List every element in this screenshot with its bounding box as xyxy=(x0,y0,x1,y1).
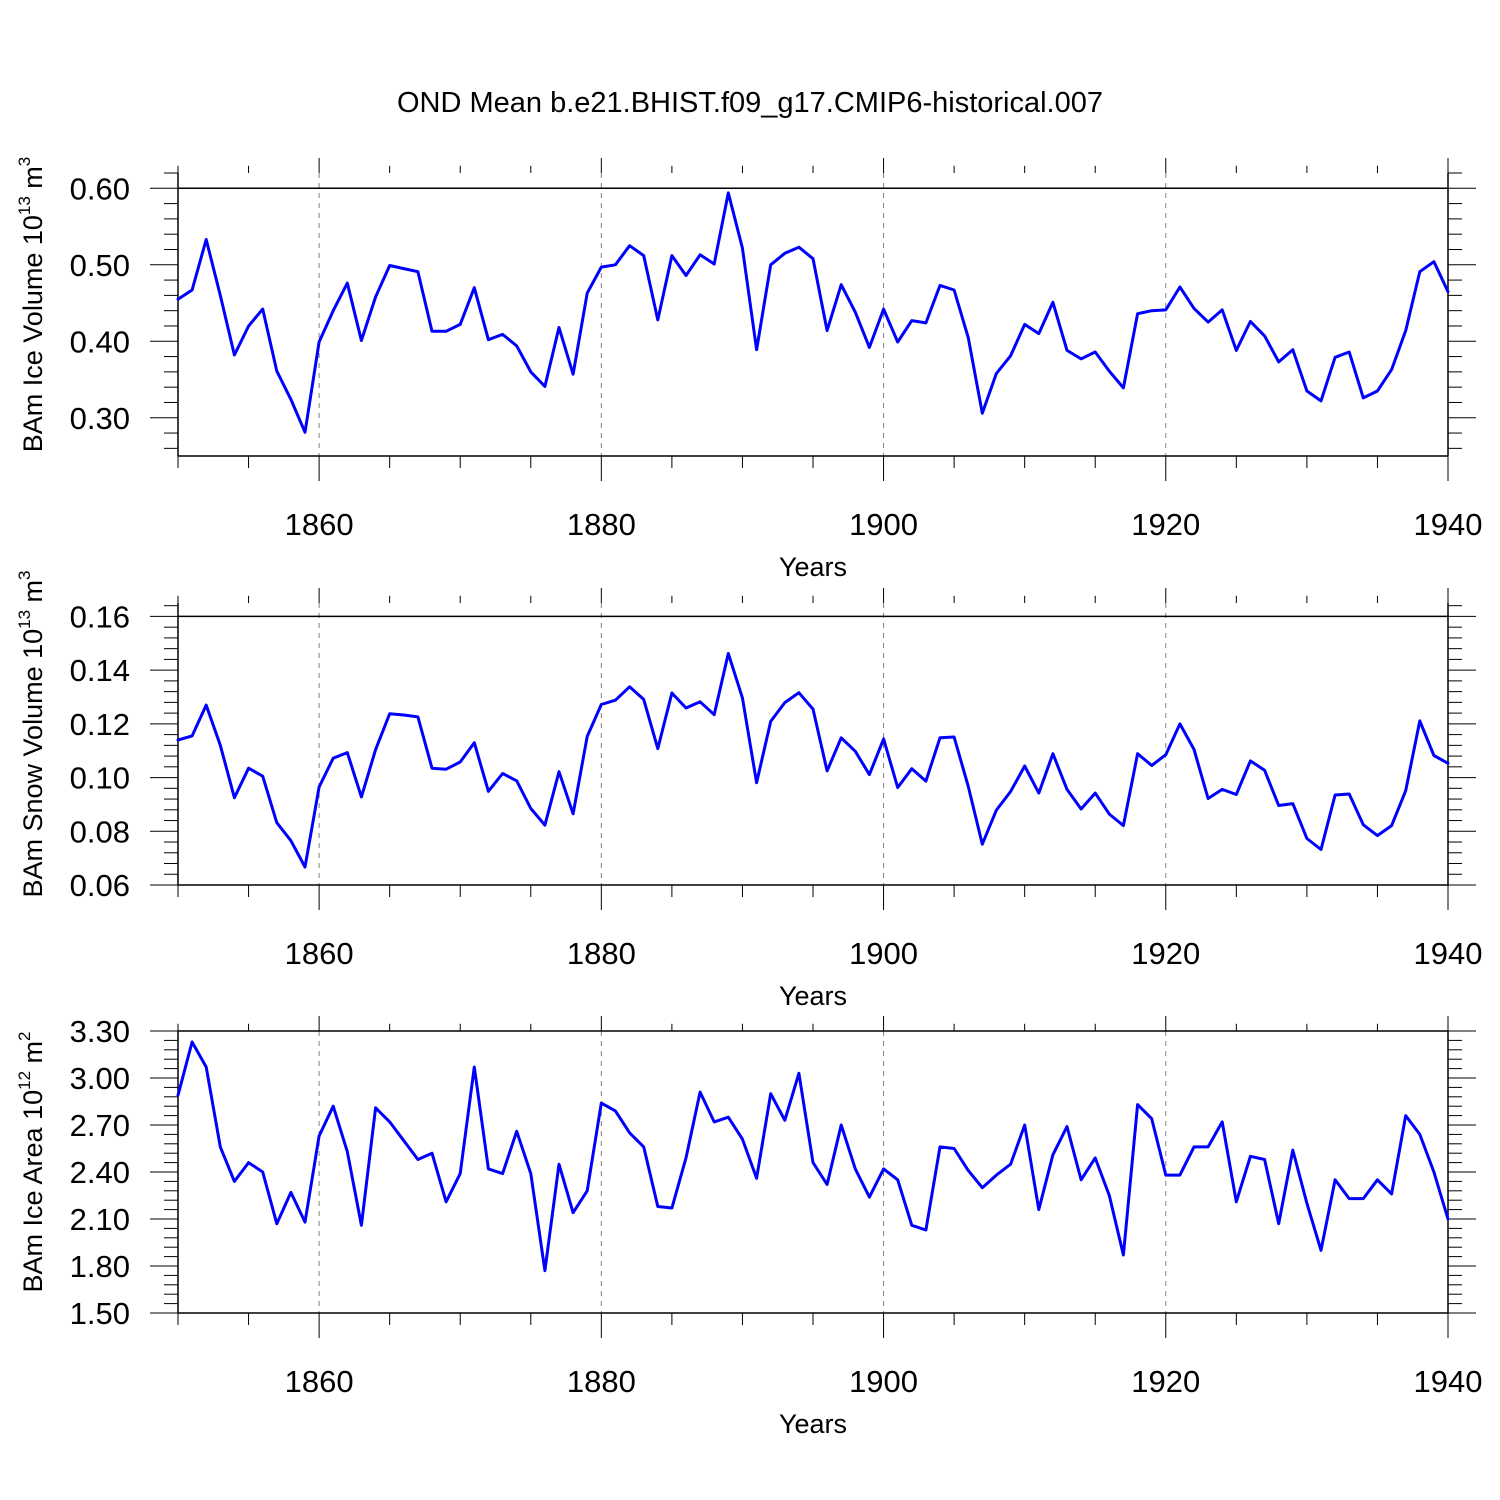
y-tick-label: 0.12 xyxy=(70,707,130,742)
x-tick-label: 1860 xyxy=(285,507,354,542)
x-axis-label: Years xyxy=(779,552,847,582)
y-tick-label: 2.40 xyxy=(70,1155,130,1190)
y-tick-label: 2.70 xyxy=(70,1108,130,1143)
x-tick-label: 1860 xyxy=(285,1364,354,1399)
y-axis-label: BAm Snow Volume 1013 m3 xyxy=(15,570,48,897)
figure-title: OND Mean b.e21.BHIST.f09_g17.CMIP6-histo… xyxy=(397,87,1103,119)
x-tick-label: 1900 xyxy=(849,507,918,542)
panel-1: 1860 1880 1900 1920 1940 0.30 0.40 0.50 0.60 Year… xyxy=(15,157,1482,582)
y-tick-label: 0.08 xyxy=(70,814,130,849)
x-tick-label: 1940 xyxy=(1414,1364,1483,1399)
x-tick-label: 1940 xyxy=(1414,507,1483,542)
panel-3: 1860 1880 1900 1920 1940 1.50 1.80 2.10 2.40 2.70… xyxy=(15,1014,1482,1439)
series-line xyxy=(176,652,1450,869)
x-tick-label: 1920 xyxy=(1131,936,1200,971)
x-tick-label: 1900 xyxy=(849,936,918,971)
x-tick-label: 1880 xyxy=(567,936,636,971)
y-tick-label: 3.00 xyxy=(70,1061,130,1096)
y-tick-label: 3.30 xyxy=(70,1014,130,1049)
y-tick-label: 0.16 xyxy=(70,599,130,634)
y-tick-label: 0.50 xyxy=(70,248,130,283)
y-tick-label: 0.14 xyxy=(70,653,130,688)
x-tick-label: 1940 xyxy=(1414,936,1483,971)
x-tick-label: 1920 xyxy=(1131,507,1200,542)
y-axis-label: BAm Ice Area 1012 m2 xyxy=(15,1032,48,1293)
y-tick-label: 0.40 xyxy=(70,324,130,359)
y-tick-label: 0.06 xyxy=(70,868,130,903)
y-tick-label: 1.80 xyxy=(70,1249,130,1284)
series-line xyxy=(176,191,1450,434)
panel-2: 1860 1880 1900 1920 1940 0.06 0.08 0.10 0.12 0.14… xyxy=(15,570,1482,1011)
x-axis-label: Years xyxy=(779,981,847,1011)
y-tick-label: 0.30 xyxy=(70,401,130,436)
x-tick-label: 1860 xyxy=(285,936,354,971)
series-line xyxy=(176,1040,1450,1273)
y-tick-label: 0.60 xyxy=(70,171,130,206)
x-tick-label: 1880 xyxy=(567,507,636,542)
y-axis-label: BAm Ice Volume 1013 m3 xyxy=(15,157,48,453)
y-tick-label: 0.10 xyxy=(70,761,130,796)
x-tick-label: 1900 xyxy=(849,1364,918,1399)
x-axis-label: Years xyxy=(779,1409,847,1439)
x-tick-label: 1920 xyxy=(1131,1364,1200,1399)
y-tick-label: 1.50 xyxy=(70,1296,130,1331)
y-tick-label: 2.10 xyxy=(70,1202,130,1237)
x-tick-label: 1880 xyxy=(567,1364,636,1399)
